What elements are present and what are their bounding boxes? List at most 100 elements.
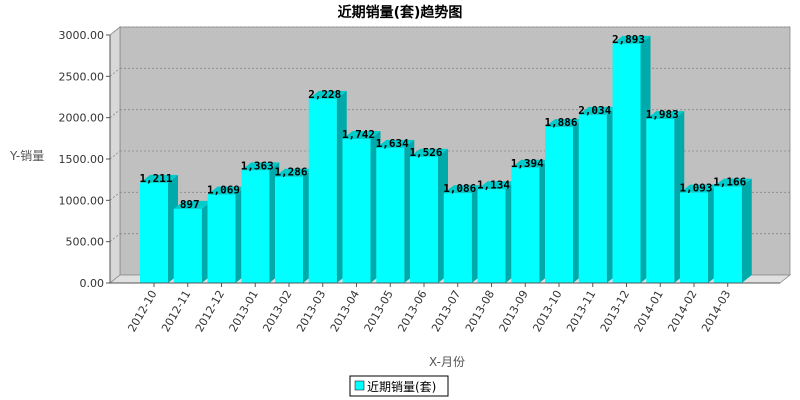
data-label: 1,069 <box>207 184 240 197</box>
bar <box>545 119 583 283</box>
bar-top <box>443 185 482 194</box>
bar-front <box>477 189 506 283</box>
bar-front <box>342 138 371 283</box>
bar <box>342 130 381 283</box>
data-label: 1,134 <box>477 178 510 191</box>
bar <box>140 174 178 283</box>
y-tick-label: 1000.00 <box>59 194 105 207</box>
bar-front <box>140 182 168 283</box>
data-label: 2,034 <box>578 104 611 117</box>
bar-top <box>173 200 212 209</box>
x-tick-label: 2013-08 <box>463 288 497 334</box>
x-tick-label: 2013-09 <box>497 288 531 334</box>
bar-top <box>511 159 550 168</box>
data-label: 1,394 <box>511 157 544 170</box>
bar <box>680 184 718 283</box>
x-tick-label: 2013-06 <box>395 288 429 334</box>
legend-label: 近期销量(套) <box>367 380 436 394</box>
legend: 近期销量(套) <box>349 375 449 397</box>
bar <box>511 159 550 283</box>
bar-front <box>713 186 742 283</box>
bar-front <box>275 176 303 283</box>
y-tick-label: 2500.00 <box>59 70 105 83</box>
bar-front <box>308 98 337 283</box>
bar <box>173 200 212 283</box>
x-tick-label: 2013-01 <box>227 288 261 334</box>
x-tick-label: 2013-12 <box>598 288 632 334</box>
legend-box <box>349 375 449 397</box>
y-axis-ticks: 0.00 500.00 1000.00 1500.00 2000.00 2500.00 30… <box>59 29 111 290</box>
bar-front <box>511 167 540 283</box>
data-label: 1,634 <box>376 137 409 150</box>
x-tick-label: 2014-03 <box>699 288 733 334</box>
data-label: 2,228 <box>308 88 341 101</box>
data-label: 1,983 <box>646 108 679 121</box>
bar <box>477 181 516 283</box>
bar-top <box>275 168 313 177</box>
bar-front <box>376 147 405 283</box>
bar-front <box>443 193 472 283</box>
data-label: 1,742 <box>342 128 375 141</box>
bar-top <box>376 139 415 148</box>
bar <box>376 139 415 283</box>
y-axis-label: Y-销量 <box>9 149 44 163</box>
x-axis-label: X-月份 <box>429 355 465 369</box>
bar-front <box>612 43 641 283</box>
data-label: 1,526 <box>409 146 442 159</box>
x-axis-ticks: 2012-10 2012-11 2012-12 2013-01 2013-02 2013-… <box>110 282 780 334</box>
bar <box>275 168 313 283</box>
bar-top <box>713 178 752 187</box>
bar-side <box>741 178 752 283</box>
y-tick-label: 1500.00 <box>59 153 105 166</box>
bar-top <box>308 90 347 99</box>
bar-top <box>241 162 280 171</box>
bar-front <box>173 208 202 283</box>
bar-front <box>578 114 607 283</box>
data-label: 2,893 <box>612 33 645 46</box>
chart-title: 近期销量(套)趋势图 <box>338 4 463 21</box>
bar-front <box>207 194 236 283</box>
data-label: 1,363 <box>241 159 274 172</box>
bar-top <box>410 148 448 157</box>
x-tick-label: 2013-10 <box>530 288 564 334</box>
x-tick-label: 2013-11 <box>564 288 598 334</box>
y-tick-label: 2000.00 <box>59 112 105 125</box>
bar-top <box>646 111 685 120</box>
bar-top <box>342 130 381 139</box>
data-label: 897 <box>180 198 200 211</box>
data-label: 1,166 <box>713 176 746 189</box>
bar-front <box>410 156 438 283</box>
bar-top <box>207 186 246 195</box>
bar <box>241 162 280 283</box>
bar-top <box>612 35 651 44</box>
y-tick-label: 0.00 <box>80 277 105 290</box>
plot-left-wall <box>109 26 121 284</box>
bar <box>443 185 482 283</box>
data-label: 1,886 <box>544 116 577 129</box>
data-label: 1,093 <box>679 182 712 195</box>
x-tick-label: 2013-02 <box>260 288 294 334</box>
data-label: 1,211 <box>139 172 172 185</box>
bar-top <box>140 174 178 183</box>
bar <box>308 90 347 283</box>
bar-front <box>545 127 573 283</box>
legend-swatch <box>354 380 365 391</box>
bar <box>646 111 685 284</box>
bar-top <box>578 106 617 115</box>
x-tick-label: 2013-04 <box>328 288 362 334</box>
x-tick-label: 2012-11 <box>159 288 193 334</box>
x-tick-label: 2014-01 <box>632 288 666 334</box>
x-tick-label: 2014-02 <box>665 288 699 334</box>
y-tick-label: 500.00 <box>66 236 105 249</box>
bar <box>612 35 651 283</box>
x-tick-label: 2012-10 <box>125 288 159 334</box>
data-label: 1,286 <box>274 166 307 179</box>
data-label: 1,086 <box>443 182 476 195</box>
bar-front <box>241 170 270 283</box>
bar <box>410 148 448 283</box>
x-tick-label: 2013-07 <box>429 288 463 334</box>
bar-top <box>545 119 583 128</box>
x-tick-label: 2012-12 <box>193 288 227 334</box>
